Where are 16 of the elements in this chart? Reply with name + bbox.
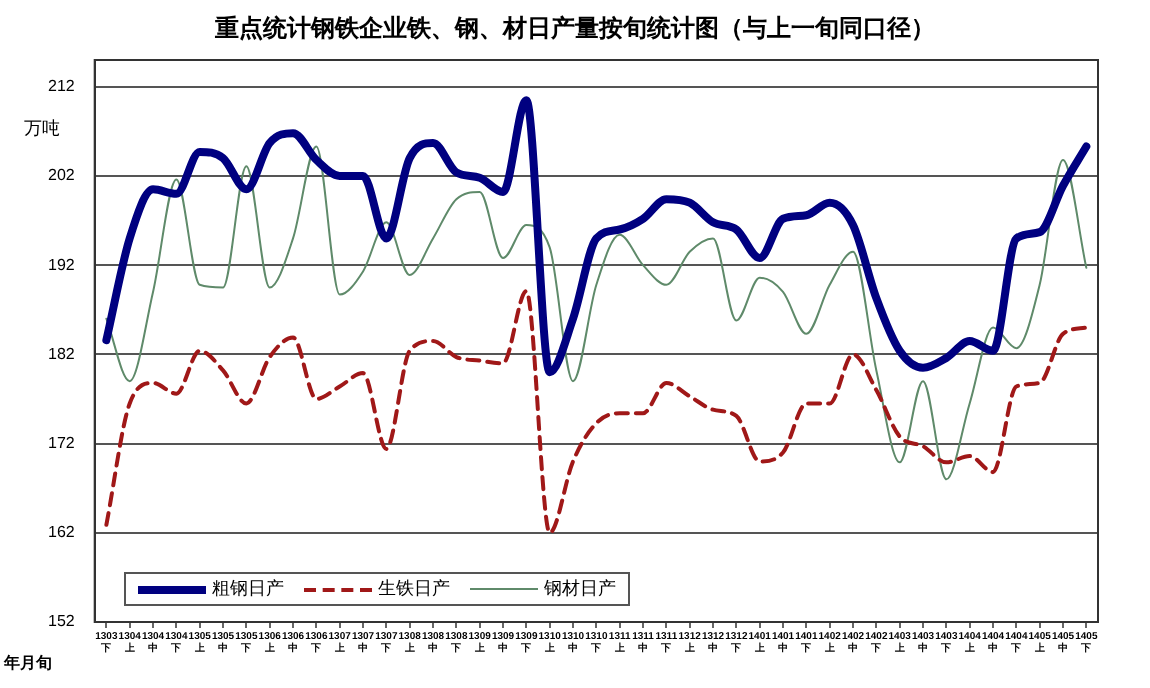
line-series xyxy=(105,145,1088,481)
y-tick-label: 172 xyxy=(47,433,76,452)
legend-label: 生铁日产 xyxy=(378,577,450,602)
y-axis-title: 万吨 xyxy=(24,117,60,142)
y-tick-label: 202 xyxy=(47,166,76,185)
line-series xyxy=(102,96,1091,377)
y-tick-label: 212 xyxy=(47,77,76,96)
y-tick-label: 192 xyxy=(47,255,76,274)
y-tick-label: 162 xyxy=(47,523,76,542)
chart-title: 重点统计钢铁企业铁、钢、材日产量按旬统计图（与上一旬同口径） xyxy=(213,12,937,46)
y-tick-label: 152 xyxy=(47,612,76,631)
y-tick-label: 182 xyxy=(47,344,76,363)
x-axis-title: 年月旬 xyxy=(4,652,52,674)
legend-label: 钢材日产 xyxy=(544,577,616,602)
legend-label: 粗钢日产 xyxy=(212,577,284,602)
line-series xyxy=(104,289,1089,535)
